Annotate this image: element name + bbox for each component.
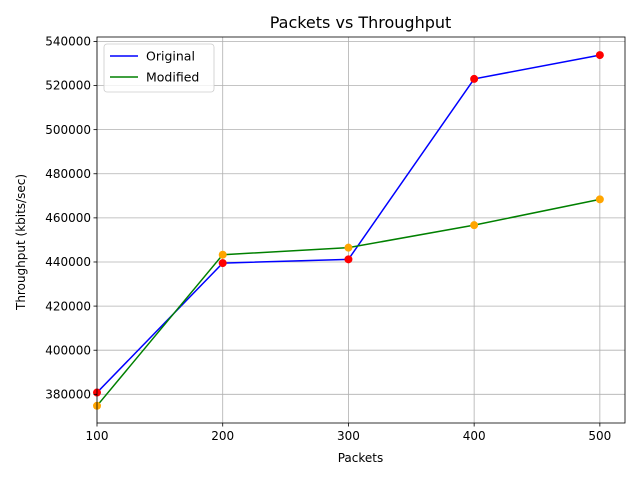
y-tick-label: 440000	[45, 255, 91, 269]
grid	[96, 37, 625, 423]
data-point-original	[344, 255, 353, 264]
x-tick-label: 500	[588, 429, 611, 443]
data-point-original	[470, 74, 479, 83]
data-point-original	[595, 51, 604, 60]
y-axis-label: Throughput (kbits/sec)	[14, 174, 28, 311]
y-tick-label: 460000	[45, 211, 91, 225]
data-point-modified	[344, 243, 353, 252]
y-tick-label: 540000	[45, 35, 91, 49]
y-tick-label: 480000	[45, 167, 91, 181]
data-point-modified	[470, 221, 479, 230]
x-tick-label: 100	[86, 429, 109, 443]
x-axis-ticks: 100 200 300 400 500	[86, 423, 611, 443]
legend-label-original: Original	[146, 49, 195, 64]
chart-title: Packets vs Throughput	[270, 13, 452, 32]
plot-frame	[96, 36, 626, 424]
x-tick-label: 200	[211, 429, 234, 443]
y-tick-label: 420000	[45, 299, 91, 313]
x-tick-label: 300	[337, 429, 360, 443]
x-axis-label: Packets	[338, 451, 384, 465]
data-point-original	[218, 259, 227, 268]
legend: Original Modified	[103, 43, 215, 93]
y-tick-label: 380000	[45, 388, 91, 402]
y-tick-label: 500000	[45, 123, 91, 137]
x-tick-label: 400	[463, 429, 486, 443]
data-point-modified	[595, 195, 604, 204]
y-tick-label: 520000	[45, 79, 91, 93]
y-tick-label: 400000	[45, 343, 91, 357]
y-axis-ticks: 380000 400000 420000 440000 460000 480000 5000…	[45, 35, 97, 402]
legend-label-modified: Modified	[146, 70, 199, 85]
data-point-modified	[218, 250, 227, 259]
